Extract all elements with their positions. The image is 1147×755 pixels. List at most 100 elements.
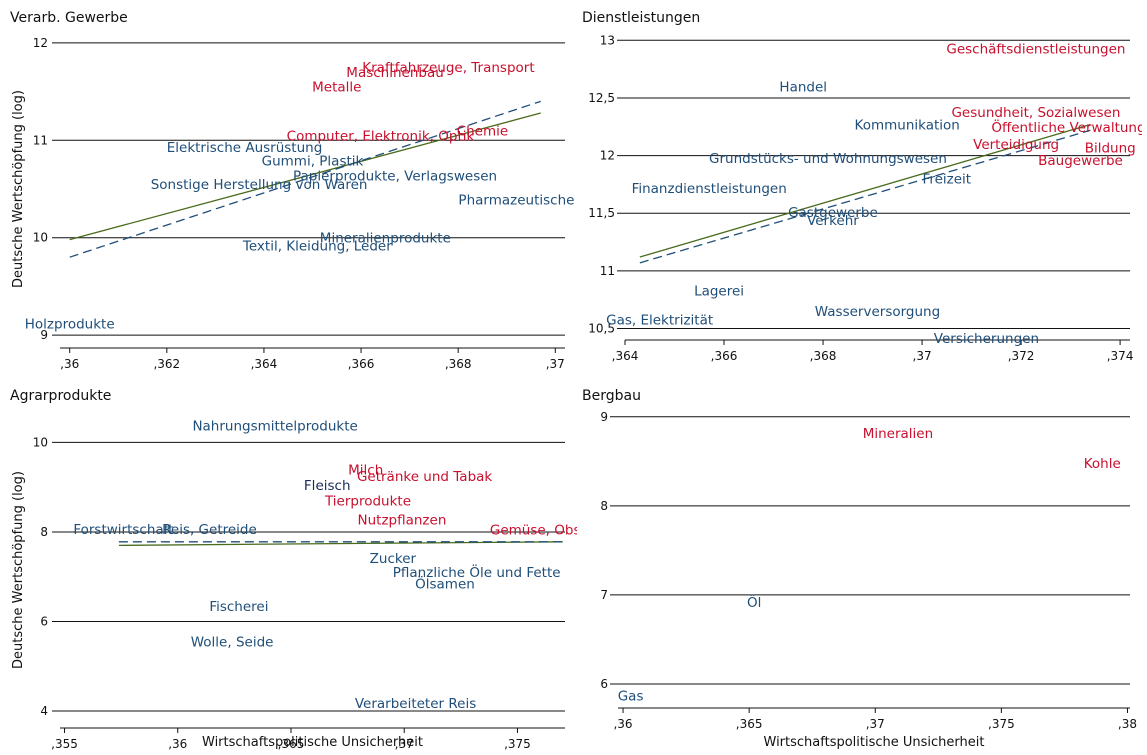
point-label: Lagerei xyxy=(694,283,744,299)
fit-line-solid xyxy=(69,112,541,241)
point-label: Getränke und Tabak xyxy=(357,469,492,485)
point-label: Reis, Getreide xyxy=(162,522,257,538)
point-label: Gesundheit, Sozialwesen xyxy=(951,105,1120,121)
fit-line-solid xyxy=(118,541,563,547)
point-label: Papierprodukte, Verlagswesen xyxy=(293,168,497,184)
y-tick-label: 9 xyxy=(40,328,48,342)
x-tick-label: ,372 xyxy=(1008,349,1035,363)
point-label: Wasserversorgung xyxy=(815,304,940,320)
point-label: Holzprodukte xyxy=(25,316,115,332)
point-label: Nutzpflanzen xyxy=(358,512,447,528)
point-label: Pflanzliche Öle und Fette xyxy=(393,563,561,581)
y-axis-label: Deutsche Wertschöpfung (log) xyxy=(11,90,26,288)
x-tick-label: ,375 xyxy=(504,737,531,751)
y-tick-label: 10,5 xyxy=(588,322,615,336)
point-label: Zucker xyxy=(370,551,417,567)
x-tick-label: ,38 xyxy=(1118,717,1137,731)
point-label: Fischerei xyxy=(209,599,268,615)
y-tick-label: 12,5 xyxy=(588,91,615,105)
y-tick-label: 6 xyxy=(40,614,48,628)
point-label: Textil, Kleidung, Leder xyxy=(242,239,392,255)
x-axis-label: Wirtschaftspolitische Unsicherheit xyxy=(764,735,985,750)
x-tick-label: ,36 xyxy=(60,357,79,371)
panel-1: Dienstleistungen 10,5 11 11,5 12 12,5 13 ,364 ,3… xyxy=(582,10,1147,363)
x-tick-label: ,366 xyxy=(348,357,375,371)
point-label: Nahrungsmittelprodukte xyxy=(192,418,357,434)
point-label: Metalle xyxy=(312,80,361,96)
y-tick-label: 7 xyxy=(600,588,608,602)
x-tick-label: ,375 xyxy=(988,717,1015,731)
point-label: Versicherungen xyxy=(934,331,1039,347)
panel-title: Bergbau xyxy=(582,388,641,404)
point-label: Maschinenbau xyxy=(346,65,444,81)
y-tick-label: 12 xyxy=(600,149,615,163)
point-label: Baugewerbe xyxy=(1038,153,1123,169)
panel-title: Agrarprodukte xyxy=(10,388,111,404)
y-tick-label: 8 xyxy=(600,499,608,513)
panel-title: Dienstleistungen xyxy=(582,10,700,26)
point-label: Gastgewerbe xyxy=(788,205,878,221)
x-tick-label: ,364 xyxy=(612,349,639,363)
panel-0: Verarb. Gewerbe 9 10 11 12 ,36 ,362 ,364 ,366 ,36… xyxy=(10,10,574,371)
y-tick-label: 12 xyxy=(33,36,48,50)
point-label: Bildung xyxy=(1085,141,1136,157)
y-tick-label: 8 xyxy=(40,525,48,539)
point-label: Öl xyxy=(747,593,761,611)
point-label: Verarbeiteter Reis xyxy=(355,696,476,712)
y-tick-label: 13 xyxy=(600,33,615,47)
point-label: Ölsamen xyxy=(415,574,475,592)
y-tick-label: 10 xyxy=(33,231,48,245)
y-axis-label: Deutsche Wertschöpfung (log) xyxy=(11,471,26,669)
point-label: Gummi, Plastik xyxy=(262,154,364,170)
point-label: Tierprodukte xyxy=(324,494,411,510)
y-tick-label: 6 xyxy=(600,677,608,691)
x-tick-label: ,36 xyxy=(613,717,632,731)
point-label: Verteidigung xyxy=(973,137,1059,153)
x-axis-label: Wirtschaftspolitische Unsicherheit xyxy=(202,735,423,750)
point-label: Mineralien xyxy=(863,426,933,442)
x-tick-label: ,37 xyxy=(913,349,932,363)
point-label: Kraftfahrzeuge, Transport xyxy=(362,60,534,76)
point-label: Freizeit xyxy=(923,172,972,188)
x-tick-label: ,368 xyxy=(445,357,472,371)
point-label: Handel xyxy=(779,79,827,95)
fit-line-solid xyxy=(639,123,1091,258)
x-tick-label: ,355 xyxy=(51,737,78,751)
point-label: Grundstücks- und Wohnungswesen xyxy=(709,151,947,167)
point-label: Gas xyxy=(618,689,644,705)
x-tick-label: ,365 xyxy=(278,737,305,751)
point-label: Finanzdienstleistungen xyxy=(632,181,787,197)
x-tick-label: ,36 xyxy=(168,737,187,751)
point-label: Gas, Elektrizität xyxy=(606,312,713,328)
x-tick-label: ,37 xyxy=(546,357,565,371)
point-label: Computer, Elektronik, Optik xyxy=(287,128,475,144)
y-tick-label: 4 xyxy=(40,704,48,718)
x-tick-label: ,368 xyxy=(810,349,837,363)
point-label: Pharmazeutische xyxy=(458,193,574,209)
y-tick-label: 10 xyxy=(33,435,48,449)
x-tick-label: ,366 xyxy=(711,349,738,363)
x-tick-label: ,362 xyxy=(153,357,180,371)
y-tick-label: 11 xyxy=(600,264,615,278)
point-label: Sonstige Herstellung von Waren xyxy=(151,177,368,193)
point-label: Fleisch xyxy=(304,478,351,494)
x-tick-label: ,37 xyxy=(395,737,414,751)
point-label: Kommunikation xyxy=(855,117,960,133)
point-label: Milch xyxy=(348,462,383,478)
point-label: Wolle, Seide xyxy=(191,635,274,651)
point-label: Öffentliche Verwaltung, xyxy=(991,118,1147,136)
point-label: Geschäftsdienstleistungen xyxy=(946,41,1125,57)
point-label: Verkehr xyxy=(807,213,859,229)
fit-line-dashed xyxy=(69,100,541,258)
y-tick-label: 9 xyxy=(600,410,608,424)
point-label: Forstwirtschaft xyxy=(73,522,173,538)
panel-title: Verarb. Gewerbe xyxy=(10,10,128,26)
panel-3: Bergbau 6 7 8 9 ,36 ,365 ,37 ,375 ,38 Wirtschaftsp… xyxy=(582,388,1137,750)
x-tick-label: ,374 xyxy=(1107,349,1134,363)
point-label: Mineralienprodukte xyxy=(320,231,451,247)
y-tick-label: 11,5 xyxy=(588,206,615,220)
panel-2: Agrarprodukte 4 6 8 10 ,355 ,36 ,365 ,37 ,375 Wirt… xyxy=(10,388,577,751)
fit-line-dashed xyxy=(639,129,1091,264)
